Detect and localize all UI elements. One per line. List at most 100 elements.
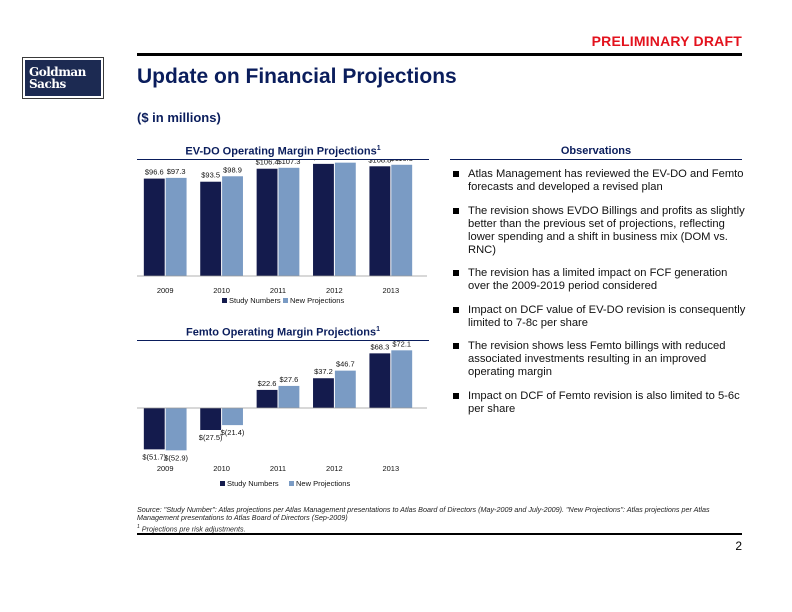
chart-bar — [222, 176, 243, 276]
chart-bar — [165, 408, 187, 451]
chart-bar — [256, 389, 278, 408]
x-tick-label: 2012 — [326, 286, 343, 295]
observation-item: The revision has a limited impact on FCF… — [450, 267, 750, 293]
chart-bar — [313, 163, 334, 276]
legend-swatch — [220, 481, 225, 486]
chart-bar — [369, 353, 391, 408]
bar-value-label: $37.2 — [314, 367, 333, 376]
observation-text: Impact on DCF of Femto revision is also … — [468, 389, 740, 415]
square-bullet-icon — [453, 171, 459, 177]
chart-bar — [391, 164, 413, 276]
x-tick-label: 2010 — [213, 464, 230, 473]
goldman-sachs-logo: Goldman Sachs — [22, 57, 104, 99]
bar-value-label: $93.5 — [201, 171, 220, 180]
evdo-chart-rule — [137, 159, 429, 160]
chart-bar — [334, 162, 356, 276]
bar-value-label: $112.4 — [334, 160, 356, 161]
page-title: Update on Financial Projections — [137, 65, 457, 88]
femto-chart: $(51.7)$(52.9) 2009 $(27.5)$(21.4) 2010 $22.… — [137, 341, 427, 488]
observations-list: Atlas Management has reviewed the EV-DO … — [450, 168, 750, 426]
source-note: Source: "Study Number": Atlas projection… — [137, 505, 747, 534]
femto-chart-title: Femto Operating Margin Projections1 — [137, 326, 429, 339]
observation-item: Atlas Management has reviewed the EV-DO … — [450, 168, 750, 194]
bar-value-label: $(51.7) — [142, 452, 166, 461]
x-tick-label: 2012 — [326, 464, 343, 473]
observation-text: The revision has a limited impact on FCF… — [468, 267, 728, 292]
bar-value-label: $68.3 — [370, 342, 389, 351]
bar-value-label: $(21.4) — [221, 428, 245, 437]
footnote: 1 Projections pre risk adjustments. — [137, 523, 747, 534]
chart-bar — [278, 167, 300, 276]
page-subtitle: ($ in millions) — [137, 110, 221, 125]
chart-bar — [222, 408, 243, 426]
footnote-mark: 1 — [137, 523, 140, 530]
observations-title: Observations — [560, 145, 632, 157]
bar-value-label: $72.1 — [392, 341, 411, 348]
x-tick-label: 2009 — [157, 464, 174, 473]
chart-bar — [313, 378, 334, 408]
bar-value-label: $46.7 — [336, 360, 355, 369]
evdo-chart-title: EV-DO Operating Margin Projections1 — [137, 145, 429, 158]
chart-bar — [143, 178, 165, 276]
bar-value-label: $(27.5) — [199, 433, 223, 442]
bar-value-label: $108.8 — [368, 160, 391, 164]
square-bullet-icon — [453, 306, 459, 313]
observation-text: Atlas Management has reviewed the EV-DO … — [468, 168, 744, 193]
legend-label: Study Numbers — [227, 479, 279, 488]
legend-label: Study Numbers — [229, 296, 281, 305]
femto-chart-title-sup: 1 — [376, 326, 380, 333]
observation-item: Impact on DCF value of EV-DO revision is… — [450, 304, 750, 330]
observation-text: The revision shows EVDO Billings and pro… — [468, 204, 745, 256]
legend-swatch — [283, 298, 288, 303]
bar-value-label: $111.2 — [313, 160, 335, 162]
source-text: Source: "Study Number": Atlas projection… — [137, 505, 710, 523]
x-tick-label: 2010 — [213, 286, 230, 295]
legend-label: New Projections — [296, 479, 350, 488]
observation-item: The revision shows less Femto billings w… — [450, 340, 750, 379]
chart-bar — [200, 408, 222, 430]
legend-swatch — [289, 481, 294, 486]
legend-label: New Projections — [290, 296, 344, 305]
bar-value-label: $98.9 — [223, 165, 242, 174]
bar-value-label: $97.3 — [167, 167, 186, 176]
bar-value-label: $(52.9) — [164, 453, 188, 462]
x-tick-label: 2011 — [270, 464, 286, 473]
observation-item: The revision shows EVDO Billings and pro… — [450, 205, 750, 257]
page-number: 2 — [735, 539, 742, 553]
square-bullet-icon — [453, 392, 459, 399]
logo-line-1: Goldman — [29, 65, 86, 79]
chart-bar — [256, 168, 278, 276]
square-bullet-icon — [453, 207, 459, 214]
legend-swatch — [222, 298, 227, 303]
evdo-chart: $96.6 $97.3 2009 $93.5$98.9 2010 $106.4$107.3… — [137, 160, 427, 305]
chart-bar — [200, 181, 222, 276]
femto-chart-rule — [137, 340, 429, 341]
chart-bar — [334, 370, 356, 408]
chart-bar — [278, 385, 300, 408]
observation-item: Impact on DCF of Femto revision is also … — [450, 390, 750, 416]
preliminary-draft-label: PRELIMINARY DRAFT — [591, 33, 742, 49]
x-tick-label: 2011 — [270, 286, 286, 295]
x-tick-label: 2013 — [382, 286, 399, 295]
observation-text: The revision shows less Femto billings w… — [468, 340, 726, 378]
bar-value-label: $106.4 — [256, 160, 279, 167]
observations-rule — [450, 159, 742, 160]
femto-chart-title-text: Femto Operating Margin Projections — [186, 326, 377, 339]
x-tick-label: 2009 — [157, 286, 174, 295]
bar-value-label: $22.6 — [258, 379, 277, 388]
footnote-text: Projections pre risk adjustments. — [139, 523, 246, 533]
footer-rule — [137, 533, 742, 535]
chart-bar — [369, 166, 391, 276]
bar-value-label: $107.3 — [277, 160, 300, 166]
chart-bar — [391, 350, 413, 408]
x-tick-label: 2013 — [382, 464, 399, 473]
evdo-chart-title-sup: 1 — [376, 145, 381, 152]
chart-bar — [143, 408, 165, 450]
logo-line-2: Sachs — [29, 77, 66, 91]
square-bullet-icon — [453, 270, 459, 276]
observation-text: Impact on DCF value of EV-DO revision is… — [468, 303, 746, 329]
header-rule — [137, 53, 742, 56]
evdo-chart-title-text: EV-DO Operating Margin Projections — [185, 145, 377, 158]
bar-value-label: $96.6 — [145, 168, 164, 177]
bar-value-label: $27.6 — [280, 375, 299, 384]
